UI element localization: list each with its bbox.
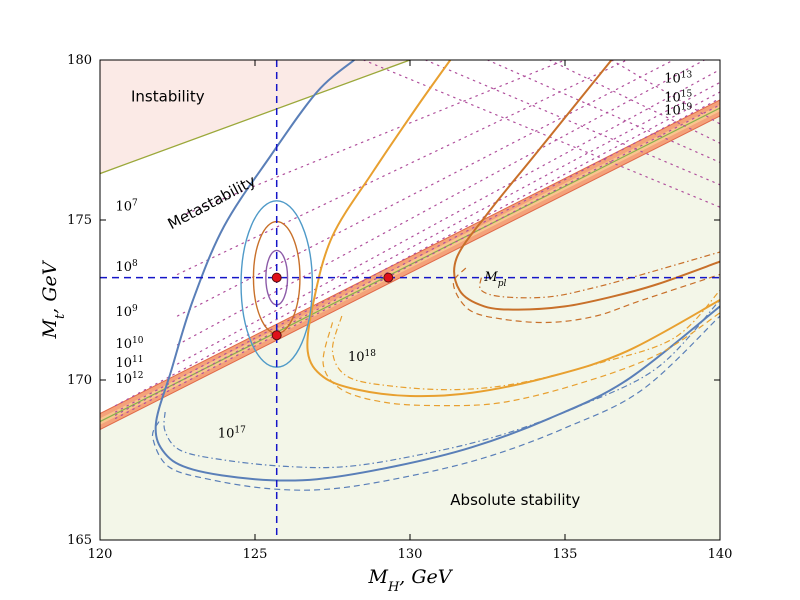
stability-band-lower-edge bbox=[100, 115, 720, 431]
contour-orange-solid bbox=[306, 60, 720, 398]
y-axis-label: Mt, GeV bbox=[39, 259, 68, 339]
dotted-scale-line-8 bbox=[114, 104, 720, 419]
region-label-0: Instability bbox=[131, 88, 205, 106]
y-tick-label-175: 175 bbox=[67, 213, 92, 228]
y-tick-label-170: 170 bbox=[67, 373, 92, 388]
dotted-scale-line-1 bbox=[176, 60, 628, 275]
contour-orange-dashdot bbox=[331, 289, 720, 391]
dotted-extra-line-3 bbox=[548, 60, 720, 144]
dotted-line-label-0: 107 bbox=[116, 198, 139, 214]
contour-brown-dashed bbox=[452, 267, 720, 324]
x-tick-label-140: 140 bbox=[708, 547, 733, 562]
contour-blue-solid bbox=[154, 60, 720, 482]
contour-label-blue: 1017 bbox=[218, 426, 246, 442]
instability-boundary-line bbox=[100, 60, 411, 175]
x-tick-label-120: 120 bbox=[88, 547, 113, 562]
y-tick-label-180: 180 bbox=[67, 53, 92, 68]
contour-orange-dashed bbox=[322, 312, 720, 407]
dotted-line-label-7: 1015 bbox=[664, 90, 692, 106]
x-tick-label-125: 125 bbox=[243, 547, 268, 562]
contour-blue-dashdot bbox=[163, 299, 720, 469]
x-tick-label-135: 135 bbox=[553, 547, 578, 562]
dotted-scale-line-2 bbox=[176, 60, 675, 317]
contour-brown-solid bbox=[453, 60, 720, 311]
region-label-1: Metastability bbox=[165, 172, 259, 233]
dotted-scale-line-3 bbox=[176, 60, 706, 346]
dotted-line-label-3: 1010 bbox=[116, 336, 144, 352]
contour-brown-dashdot bbox=[479, 251, 720, 299]
data-point-1 bbox=[271, 330, 282, 341]
dotted-line-label-5: 1012 bbox=[116, 371, 144, 387]
dotted-line-label-4: 1011 bbox=[116, 355, 144, 371]
dotted-line-label-2: 109 bbox=[116, 304, 139, 320]
dotted-extra-line-1 bbox=[424, 60, 720, 186]
confidence-ellipse-0 bbox=[240, 200, 314, 368]
x-tick-label-130: 130 bbox=[398, 547, 423, 562]
dotted-line-label-8: 1019 bbox=[664, 102, 692, 118]
dotted-line-label-1: 108 bbox=[116, 259, 139, 275]
absolute-stability-region bbox=[100, 116, 720, 540]
data-point-2 bbox=[383, 272, 394, 283]
dotted-scale-line-4 bbox=[176, 68, 720, 365]
data-point-0 bbox=[271, 272, 282, 283]
dotted-line-label-6: 1013 bbox=[664, 70, 692, 86]
y-tick-label-165: 165 bbox=[67, 533, 92, 548]
x-axis-label: MH, GeV bbox=[367, 566, 453, 595]
contour-label-brown: Mpl bbox=[483, 270, 506, 289]
contour-label-orange: 1018 bbox=[348, 349, 376, 365]
dotted-extra-line-4 bbox=[610, 60, 720, 125]
region-label-2: Absolute stability bbox=[450, 491, 580, 509]
